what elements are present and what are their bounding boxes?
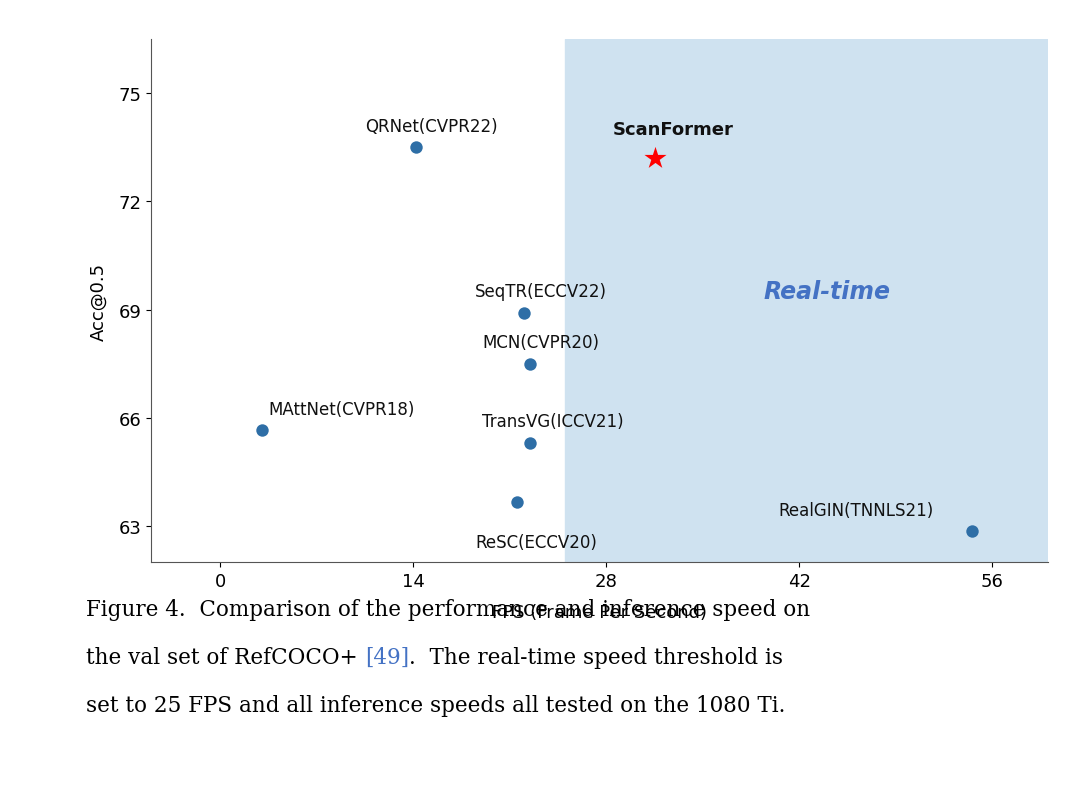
Text: MAttNet(CVPR18): MAttNet(CVPR18): [269, 400, 415, 418]
Point: [646, 153, 663, 165]
Y-axis label: Acc@0.5: Acc@0.5: [90, 262, 107, 340]
Text: SeqTR(ECCV22): SeqTR(ECCV22): [475, 283, 607, 301]
Text: TransVG(ICCV21): TransVG(ICCV21): [482, 413, 624, 430]
Text: the val set of RefCOCO+: the val set of RefCOCO+: [86, 646, 365, 668]
Text: set to 25 FPS and all inference speeds all tested on the 1080 Ti.: set to 25 FPS and all inference speeds a…: [86, 695, 786, 716]
Point: [407, 141, 424, 154]
Text: ReSC(ECCV20): ReSC(ECCV20): [475, 533, 597, 552]
X-axis label: FPS (Frame Per Second): FPS (Frame Per Second): [491, 604, 707, 622]
Point: [522, 437, 539, 450]
Text: MCN(CVPR20): MCN(CVPR20): [482, 333, 599, 352]
Text: ScanFormer: ScanFormer: [613, 121, 734, 139]
Point: [508, 496, 525, 509]
Text: Figure 4.  Comparison of the performance and inference speed on: Figure 4. Comparison of the performance …: [86, 598, 810, 620]
Text: Real-time: Real-time: [764, 280, 890, 304]
Text: [49]: [49]: [365, 646, 409, 668]
Point: [522, 357, 539, 370]
Text: .  The real-time speed threshold is: . The real-time speed threshold is: [409, 646, 783, 668]
Point: [515, 308, 532, 320]
Point: [253, 424, 270, 437]
Point: [963, 525, 981, 538]
Text: QRNet(CVPR22): QRNet(CVPR22): [365, 117, 498, 136]
Bar: [565, 40, 1080, 562]
Text: RealGIN(TNNLS21): RealGIN(TNNLS21): [779, 501, 934, 519]
